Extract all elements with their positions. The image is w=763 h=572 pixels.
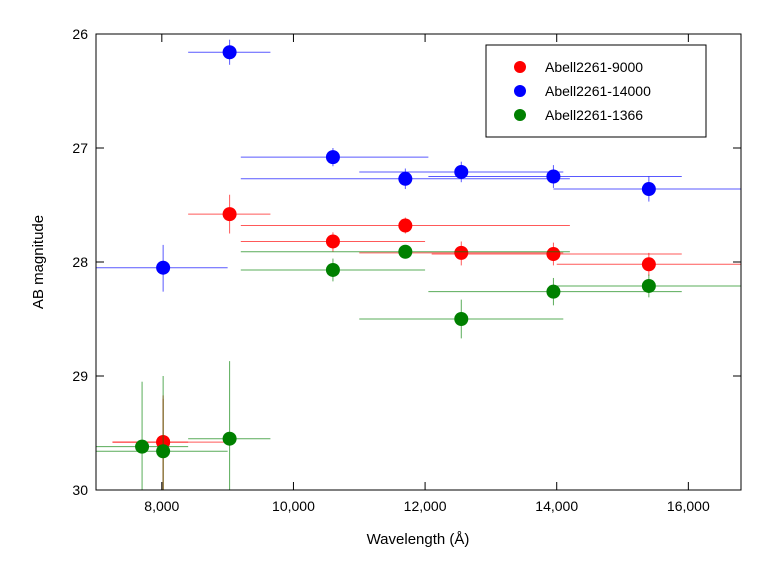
x-tick-label: 10,000 bbox=[272, 498, 315, 514]
data-point-abell2261-9000-4 bbox=[431, 242, 682, 266]
point-marker bbox=[641, 257, 656, 272]
point-marker bbox=[135, 439, 150, 454]
y-tick-label: 26 bbox=[72, 26, 88, 42]
data-point-abell2261-14000-3 bbox=[359, 161, 564, 183]
point-marker bbox=[398, 171, 413, 186]
data-point-abell2261-1366-0 bbox=[240, 244, 570, 259]
point-marker bbox=[641, 182, 656, 197]
data-point-abell2261-9000-5 bbox=[556, 252, 741, 276]
data-point-abell2261-9000-2 bbox=[240, 217, 570, 234]
data-point-abell2261-1366-4 bbox=[553, 274, 741, 298]
point-marker bbox=[454, 312, 469, 326]
plot-area bbox=[96, 39, 741, 490]
point-marker bbox=[222, 207, 237, 222]
point-marker bbox=[325, 234, 340, 249]
data-point-abell2261-9000-6 bbox=[112, 395, 231, 490]
point-marker bbox=[325, 262, 340, 277]
point-marker bbox=[546, 169, 561, 184]
point-marker bbox=[222, 45, 237, 60]
data-point-abell2261-14000-4 bbox=[428, 165, 682, 188]
data-point-abell2261-14000-1 bbox=[240, 148, 429, 167]
data-point-abell2261-1366-7 bbox=[96, 376, 228, 490]
x-tick-label: 16,000 bbox=[667, 498, 710, 514]
y-axis-label: AB magnitude bbox=[30, 215, 47, 309]
x-tick-label: 8,000 bbox=[144, 498, 179, 514]
point-marker bbox=[325, 150, 340, 165]
point-marker bbox=[546, 284, 561, 299]
point-marker bbox=[156, 260, 171, 275]
point-marker bbox=[222, 431, 237, 446]
point-marker bbox=[398, 218, 413, 233]
axis-ticks: 8,000 10,000 12,000 14,000 16,000 26 27 28 29 30 bbox=[72, 26, 741, 514]
point-marker bbox=[454, 245, 469, 260]
data-point-abell2261-14000-5 bbox=[553, 176, 741, 202]
point-marker bbox=[398, 244, 413, 259]
x-tick-label: 12,000 bbox=[404, 498, 447, 514]
point-marker bbox=[546, 247, 561, 262]
legend-marker-abell2261-9000 bbox=[514, 61, 526, 73]
y-tick-label: 29 bbox=[72, 368, 88, 384]
legend: Abell2261-9000 Abell2261-14000 Abell2261… bbox=[485, 44, 707, 138]
data-point-abell2261-9000-7 bbox=[112, 398, 189, 490]
point-marker bbox=[641, 278, 656, 293]
data-point-abell2261-9000-1 bbox=[240, 232, 426, 252]
legend-label-abell2261-14000: Abell2261-14000 bbox=[545, 83, 651, 99]
data-point-abell2261-14000-0 bbox=[188, 39, 271, 65]
x-tick-label: 14,000 bbox=[535, 498, 578, 514]
y-tick-label: 30 bbox=[72, 482, 88, 498]
point-marker bbox=[156, 444, 171, 459]
data-point-abell2261-1366-2 bbox=[359, 299, 564, 339]
y-tick-label: 28 bbox=[72, 254, 88, 270]
data-point-abell2261-1366-5 bbox=[188, 361, 271, 490]
legend-marker-abell2261-14000 bbox=[514, 85, 526, 97]
legend-marker-abell2261-1366 bbox=[514, 109, 526, 121]
point-marker bbox=[454, 164, 469, 179]
data-point-abell2261-1366-3 bbox=[428, 277, 682, 306]
y-tick-label: 27 bbox=[72, 140, 88, 156]
data-point-abell2261-9000-0 bbox=[188, 194, 271, 234]
legend-label-abell2261-1366: Abell2261-1366 bbox=[545, 107, 643, 123]
legend-label-abell2261-9000: Abell2261-9000 bbox=[545, 59, 643, 75]
data-point-abell2261-14000-6 bbox=[96, 244, 228, 292]
data-point-abell2261-1366-1 bbox=[240, 258, 426, 282]
x-axis-label: Wavelength (Å) bbox=[367, 531, 470, 548]
data-point-abell2261-1366-6 bbox=[96, 381, 189, 490]
data-point-abell2261-9000-3 bbox=[359, 241, 564, 266]
